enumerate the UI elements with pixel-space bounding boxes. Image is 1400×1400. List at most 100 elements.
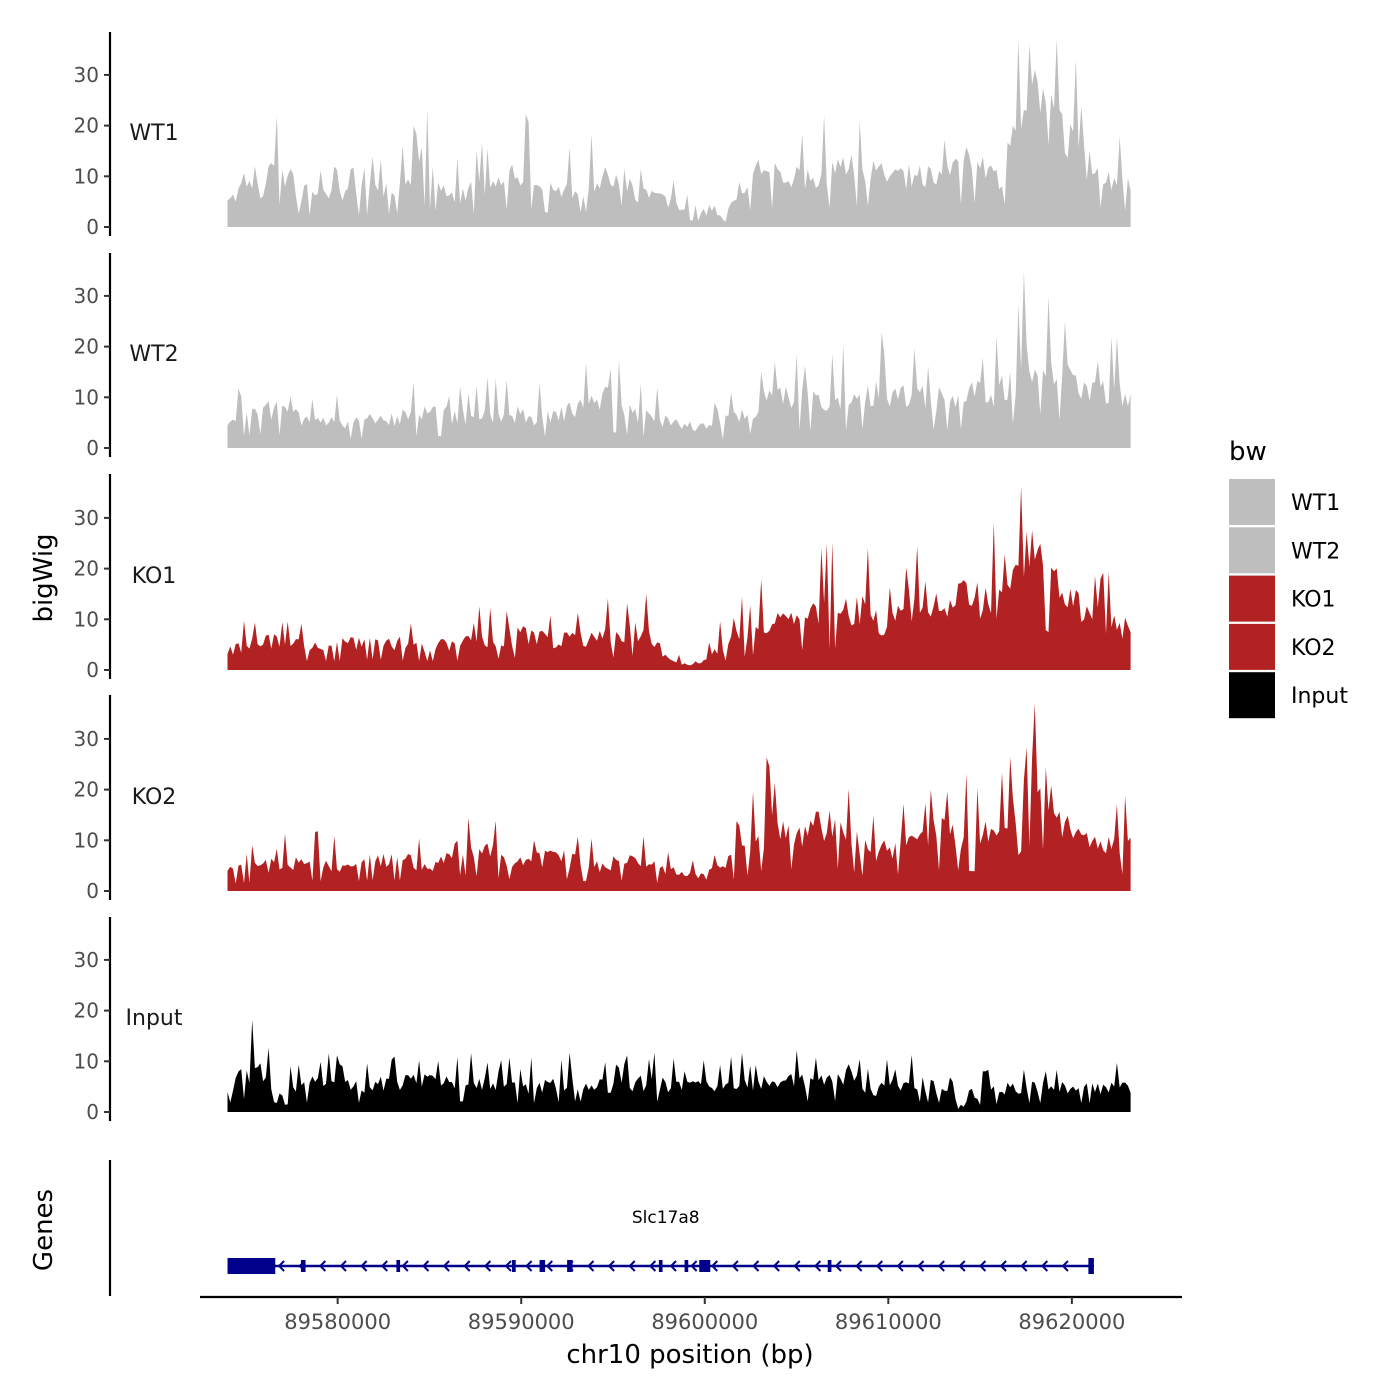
legend-key	[1229, 575, 1275, 622]
strand-arrow	[318, 1260, 327, 1272]
strand-arrow	[1040, 1260, 1049, 1272]
legend-key	[1229, 527, 1275, 574]
y-tick-label: 30	[74, 948, 99, 972]
track-ko1: 0 10 20 30 KO1	[74, 474, 1131, 682]
area-input	[227, 1019, 1131, 1112]
strand-arrow	[360, 1260, 368, 1272]
strand-arrow	[525, 1260, 533, 1272]
strand-arrow	[772, 1260, 780, 1272]
x-tick-label: 89600000	[651, 1310, 758, 1334]
exon	[539, 1260, 546, 1272]
track-label: KO2	[132, 785, 177, 810]
track-label: KO1	[132, 564, 177, 589]
legend-label: Input	[1291, 684, 1348, 709]
strand-arrow	[401, 1260, 409, 1272]
y-axis-title-genes: Genes	[29, 1189, 59, 1271]
x-axis-title: chr10 position (bp)	[566, 1340, 813, 1370]
exon	[699, 1260, 711, 1272]
strand-arrow	[710, 1260, 718, 1272]
strand-arrow	[979, 1260, 987, 1272]
track-label: Input	[126, 1006, 183, 1031]
strand-arrow	[648, 1260, 657, 1272]
area-ko2	[227, 703, 1131, 891]
strand-arrow	[690, 1260, 698, 1272]
track-wt1: 0 10 20 30 WT1	[74, 32, 1131, 239]
legend-item-ko2: KO2	[1229, 623, 1336, 670]
y-tick-label: 30	[74, 284, 99, 308]
track-label: WT2	[129, 342, 178, 367]
track-wt2: 0 10 20 30 WT2	[74, 253, 1131, 460]
legend-label: KO2	[1291, 636, 1336, 661]
exon	[300, 1260, 306, 1272]
track-input: 0 10 20 30 Input	[74, 917, 1131, 1124]
exon	[827, 1260, 832, 1272]
y-tick-label: 10	[74, 1049, 99, 1073]
x-tick-label: 89620000	[1018, 1310, 1125, 1334]
y-tick-label: 10	[74, 385, 99, 409]
strand-arrow	[937, 1260, 945, 1272]
strand-arrow	[855, 1260, 863, 1272]
area-wt1	[227, 39, 1131, 228]
legend-label: KO1	[1291, 588, 1336, 613]
strand-arrow	[422, 1260, 430, 1272]
y-tick-label: 10	[74, 607, 99, 631]
y-tick-label: 0	[86, 879, 99, 903]
y-tick-label: 10	[74, 164, 99, 188]
gene-slc17a8: Slc17a8	[227, 1208, 1094, 1274]
strand-arrow	[483, 1260, 492, 1272]
track-ko2: 0 10 20 30 KO2	[74, 695, 1131, 903]
strand-arrow	[814, 1260, 822, 1272]
legend-item-input: Input	[1229, 672, 1348, 719]
exon	[658, 1260, 663, 1272]
y-tick-label: 10	[74, 828, 99, 852]
exon	[1088, 1258, 1094, 1274]
exon	[684, 1260, 689, 1272]
legend-item-wt2: WT2	[1229, 527, 1340, 574]
strand-arrow	[669, 1260, 677, 1272]
exon	[512, 1260, 516, 1272]
y-tick-label: 20	[74, 778, 99, 802]
strand-arrow	[999, 1260, 1007, 1272]
legend-label: WT2	[1291, 539, 1340, 564]
strand-arrow	[731, 1260, 739, 1272]
y-tick-label: 0	[86, 436, 99, 460]
y-tick-label: 0	[86, 1100, 99, 1124]
strand-arrow	[628, 1260, 636, 1272]
x-tick-label: 89610000	[835, 1310, 942, 1334]
y-tick-label: 30	[74, 727, 99, 751]
legend-key	[1229, 479, 1275, 525]
strand-arrow	[339, 1260, 347, 1272]
strand-arrow	[958, 1260, 966, 1272]
y-tick-label: 0	[86, 215, 99, 239]
y-tick-label: 20	[74, 999, 99, 1023]
genes-layer: Slc17a8	[108, 1160, 1094, 1296]
strand-arrow	[504, 1260, 512, 1272]
strand-arrow	[1020, 1260, 1028, 1272]
y-tick-label: 20	[74, 335, 99, 359]
y-tick-label: 30	[74, 63, 99, 87]
y-axis-title-tracks: bigWig	[29, 533, 59, 622]
legend-label: WT1	[1291, 491, 1340, 516]
x-axis: 89580000 89590000 89600000 89610000 89620000	[200, 1295, 1182, 1334]
strand-arrow	[752, 1260, 760, 1272]
tracks-layer: 0 10 20 30 WT1 0 10 20 30 WT2 0 10 20 30 KO1 0 10 20 30 KO2…	[74, 32, 1131, 1124]
strand-arrow	[834, 1260, 842, 1272]
exon	[227, 1258, 276, 1274]
gene-label: Slc17a8	[632, 1208, 700, 1228]
strand-arrow	[1061, 1260, 1069, 1272]
y-tick-label: 20	[74, 114, 99, 138]
y-tick-label: 20	[74, 557, 99, 581]
x-tick-label: 89590000	[468, 1310, 575, 1334]
track-label: WT1	[129, 121, 178, 146]
exon	[396, 1260, 401, 1272]
strand-arrow	[545, 1260, 553, 1272]
legend: WT1 WT2 KO1 KO2 Input	[1229, 479, 1348, 719]
strand-arrow	[607, 1260, 615, 1272]
area-ko1	[227, 486, 1131, 670]
legend-item-ko1: KO1	[1229, 575, 1336, 622]
legend-key	[1229, 623, 1275, 670]
x-tick-label: 89580000	[284, 1310, 391, 1334]
strand-arrow	[442, 1260, 450, 1272]
strand-arrow	[380, 1260, 388, 1272]
